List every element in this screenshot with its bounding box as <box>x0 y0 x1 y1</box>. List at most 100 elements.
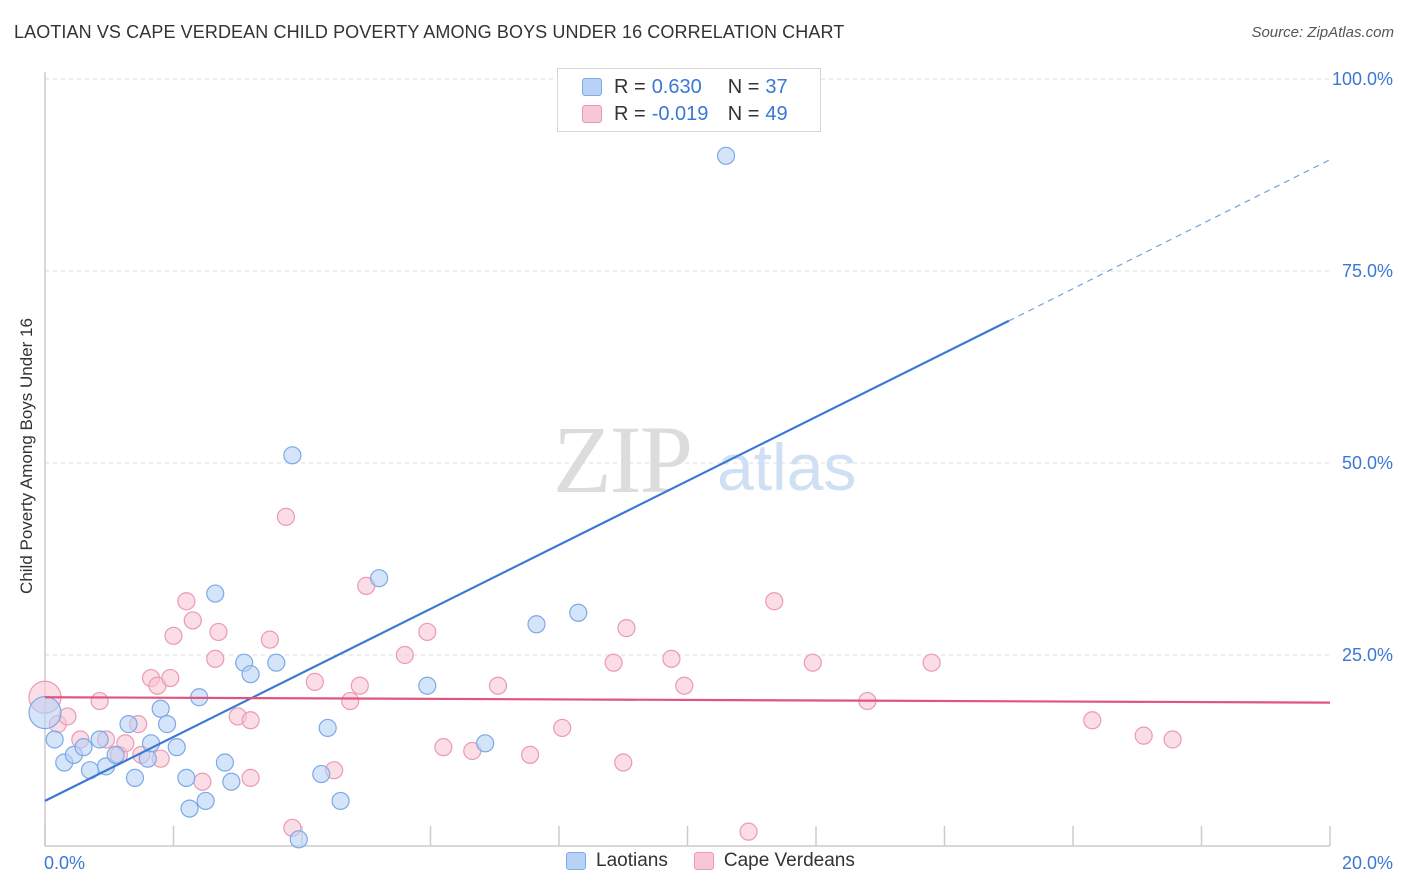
laotian-point <box>318 718 337 738</box>
cape-verdean-point <box>418 622 437 642</box>
cape-verdean-point <box>434 738 453 757</box>
cape-verdean-point <box>305 672 324 691</box>
cape-verdean-point <box>241 768 260 787</box>
cape-verdean-point <box>1134 726 1153 745</box>
watermark: ZIP atlas <box>553 406 856 513</box>
cape-verdean-point <box>553 718 572 738</box>
cape-verdean-point <box>395 645 414 665</box>
cape-verdean-point <box>922 653 941 672</box>
laotian-point <box>312 764 331 784</box>
bottom-legend-cape-verdeans: Cape Verdeans <box>693 850 855 872</box>
legend-r-value: 0.630 <box>651 75 702 98</box>
cape-verdean-point <box>1163 730 1182 749</box>
legend-swatch-laotians <box>582 78 602 96</box>
laotian-point <box>28 695 62 730</box>
laotian-point <box>241 665 260 684</box>
cape-verdean-point <box>193 772 212 791</box>
cape-verdean-point <box>765 592 784 611</box>
cape-verdean-point <box>488 676 508 695</box>
laotian-point <box>177 768 196 787</box>
legend-n-label: N = <box>727 75 760 98</box>
laotian-point <box>370 569 389 588</box>
source-label: Source: ZipAtlas.com <box>1251 24 1394 41</box>
cape-verdean-point <box>662 649 681 668</box>
y-tick-label: 100.0% <box>1332 69 1393 89</box>
legend-r-value: -0.019 <box>651 102 709 125</box>
laotian-points <box>28 146 736 849</box>
watermark-atlas: atlas <box>717 430 856 504</box>
laotian-point <box>196 791 215 811</box>
laotian-point <box>157 715 177 734</box>
cape-verdean-point <box>177 592 196 611</box>
cape-verdean-point <box>614 753 633 772</box>
cape-verdean-trend-line <box>44 696 1331 704</box>
cape-verdean-point <box>617 619 636 638</box>
laotian-point <box>45 730 64 749</box>
y-tick-label: 50.0% <box>1342 453 1393 473</box>
cape-verdean-point <box>209 622 228 642</box>
cape-verdean-point <box>276 507 296 526</box>
laotian-point <box>119 715 138 734</box>
laotian-point <box>180 799 199 818</box>
x-tick-label: 0.0% <box>44 853 85 873</box>
laotian-point <box>90 730 109 749</box>
cape-verdean-point <box>604 653 623 672</box>
legend-n-label: N = <box>727 102 760 125</box>
cape-verdean-points <box>28 507 1182 841</box>
y-tick-label: 25.0% <box>1342 645 1393 665</box>
laotian-point <box>476 734 495 753</box>
cape-verdean-point <box>164 626 183 645</box>
laotian-point <box>569 603 588 622</box>
bottom-swatch-laotians <box>566 852 586 870</box>
laotian-point <box>125 768 145 787</box>
laotian-point <box>167 738 186 757</box>
bottom-legend-laotians-label: Laotians <box>596 850 668 871</box>
cape-verdean-point <box>206 649 225 668</box>
laotian-point <box>418 676 437 695</box>
watermark-zip: ZIP <box>553 406 691 513</box>
legend-swatch-cape-verdeans <box>582 105 602 123</box>
legend-r-label: R = <box>614 75 646 98</box>
cape-verdean-point <box>520 745 540 764</box>
laotian-point <box>527 615 546 634</box>
bottom-legend: Laotians Cape Verdeans <box>566 850 881 872</box>
laotian-point <box>222 772 241 791</box>
y-tick-label: 75.0% <box>1342 261 1393 281</box>
laotian-point <box>283 446 302 465</box>
laotian-point <box>267 653 286 672</box>
chart-title: LAOTIAN VS CAPE VERDEAN CHILD POVERTY AM… <box>14 22 845 42</box>
laotian-trend-extension <box>1008 159 1331 322</box>
bottom-swatch-cape-verdeans <box>693 852 714 870</box>
cape-verdean-point <box>739 822 758 841</box>
laotian-point <box>289 830 308 849</box>
laotian-point <box>331 791 350 811</box>
laotian-point <box>215 753 234 772</box>
cape-verdean-point <box>1083 711 1102 730</box>
legend-r-label: R = <box>614 102 646 125</box>
legend-n-value: 49 <box>765 102 788 125</box>
legend: R = 0.630 N = 37 R = -0.019 N = 49 <box>557 68 821 132</box>
cape-verdean-point <box>260 630 279 649</box>
cape-verdean-point <box>183 611 202 630</box>
tick-labels: 25.0% 50.0% 75.0% 100.0% 0.0% 20.0% <box>44 69 1393 873</box>
laotian-point <box>106 745 125 764</box>
laotian-point <box>151 699 170 718</box>
cape-verdean-point <box>341 691 360 711</box>
cape-verdean-point <box>90 691 109 711</box>
laotian-point <box>206 584 225 603</box>
laotian-point <box>74 738 93 757</box>
cape-verdean-point <box>350 676 369 695</box>
bottom-legend-cape-verdeans-label: Cape Verdeans <box>723 850 855 871</box>
cape-verdean-point <box>161 668 180 688</box>
legend-n-value: 37 <box>765 75 788 98</box>
laotian-point <box>716 146 736 165</box>
legend-row-cape-verdeans: R = -0.019 N = 49 <box>582 102 788 126</box>
grid-lines <box>45 78 1330 656</box>
bottom-legend-laotians: Laotians <box>566 850 668 872</box>
cape-verdean-point <box>803 653 822 672</box>
laotian-trend-line <box>44 319 1010 802</box>
legend-row-laotians: R = 0.630 N = 37 <box>582 75 788 99</box>
trend-lines <box>44 159 1331 802</box>
x-tick-label: 20.0% <box>1342 853 1393 873</box>
